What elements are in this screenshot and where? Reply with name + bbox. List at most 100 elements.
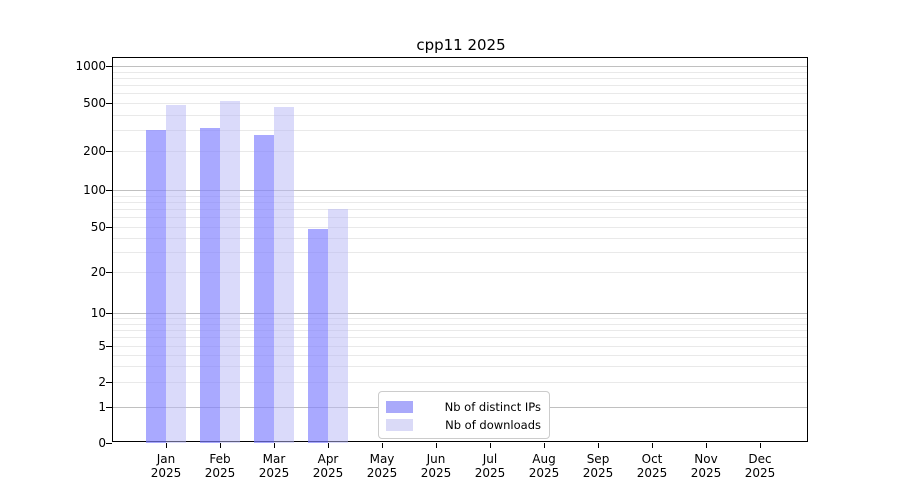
gridline-minor — [113, 272, 807, 273]
y-tick-mark — [106, 190, 112, 191]
x-tick-label-year: 2025 — [744, 466, 776, 480]
x-tick-label-month: Jul — [482, 452, 498, 466]
gridline-minor — [113, 209, 807, 210]
gridline-minor — [113, 202, 807, 203]
y-tick-label: 100 — [83, 183, 106, 197]
x-tick-mark — [166, 443, 167, 448]
gridline-minor — [113, 355, 807, 356]
legend-swatch-downloads — [386, 418, 413, 431]
gridline-minor — [113, 238, 807, 239]
gridline-minor — [113, 337, 807, 338]
gridline-minor — [113, 227, 807, 228]
x-tick-label-month: Nov — [694, 452, 718, 466]
plot-area — [112, 57, 808, 443]
x-tick-label-year: 2025 — [312, 466, 344, 480]
bar-downloads-mar — [274, 107, 294, 443]
y-tick-mark — [106, 407, 112, 408]
x-tick-label-year: 2025 — [420, 466, 452, 480]
x-tick-mark — [382, 443, 383, 448]
y-tick-mark — [106, 382, 112, 383]
legend-item-downloads: Nb of downloads — [386, 416, 541, 433]
bar-downloads-jan — [166, 105, 186, 443]
x-tick-mark — [328, 443, 329, 448]
y-tick-label: 500 — [83, 96, 106, 110]
gridline-minor — [113, 366, 807, 367]
gridline-minor — [113, 346, 807, 347]
x-tick-label-month: Aug — [532, 452, 556, 466]
gridline-minor — [113, 196, 807, 197]
x-tick-label-month: Feb — [209, 452, 231, 466]
gridline-minor — [113, 78, 807, 79]
x-tick-label-year: 2025 — [528, 466, 560, 480]
y-tick-mark — [106, 66, 112, 67]
x-tick-mark — [544, 443, 545, 448]
x-tick-label-month: Jun — [426, 452, 446, 466]
gridline-minor — [113, 103, 807, 104]
x-tick-label-month: Mar — [262, 452, 286, 466]
gridline-minor — [113, 382, 807, 383]
x-tick-mark — [706, 443, 707, 448]
y-tick-label: 50 — [90, 220, 106, 234]
gridline-minor — [113, 252, 807, 253]
legend-label-distinct-ips: Nb of distinct IPs — [444, 399, 541, 414]
x-tick-mark — [652, 443, 653, 448]
gridline-minor — [113, 151, 807, 152]
x-tick-label-year: 2025 — [150, 466, 182, 480]
x-tick-label-month: Apr — [317, 452, 339, 466]
bar-distinct-ips-jan — [146, 130, 166, 443]
y-tick-label: 5 — [98, 339, 106, 353]
gridline-minor — [113, 324, 807, 325]
x-tick-mark — [220, 443, 221, 448]
y-tick-label: 0 — [98, 436, 106, 450]
x-tick-mark — [760, 443, 761, 448]
legend-item-distinct-ips: Nb of distinct IPs — [386, 398, 541, 415]
x-tick-label-year: 2025 — [582, 466, 614, 480]
y-tick-label: 2 — [98, 375, 106, 389]
y-tick-mark — [106, 272, 112, 273]
y-tick-mark — [106, 151, 112, 152]
legend-label-downloads: Nb of downloads — [445, 417, 541, 432]
x-tick-label-month: May — [369, 452, 395, 466]
x-tick-label-month: Sep — [586, 452, 610, 466]
legend-swatch-distinct-ips — [386, 400, 413, 413]
gridline-minor — [113, 115, 807, 116]
chart-title: cpp11 2025 — [416, 36, 506, 54]
gridline-major — [113, 313, 807, 314]
x-tick-mark — [598, 443, 599, 448]
x-tick-mark — [436, 443, 437, 448]
x-tick-label-month: Oct — [641, 452, 663, 466]
bar-distinct-ips-mar — [254, 135, 274, 443]
y-tick-label: 1 — [98, 400, 106, 414]
x-tick-label-year: 2025 — [474, 466, 506, 480]
y-tick-label: 1000 — [75, 59, 106, 73]
gridline-major — [113, 190, 807, 191]
gridline-minor — [113, 318, 807, 319]
gridline-minor — [113, 93, 807, 94]
bar-distinct-ips-feb — [200, 128, 220, 443]
y-tick-mark — [106, 313, 112, 314]
x-tick-label-year: 2025 — [366, 466, 398, 480]
x-tick-label-month: Dec — [748, 452, 772, 466]
y-tick-mark — [106, 443, 112, 444]
x-tick-label-year: 2025 — [690, 466, 722, 480]
gridline-minor — [113, 85, 807, 86]
gridline-minor — [113, 330, 807, 331]
y-tick-mark — [106, 103, 112, 104]
x-tick-label-year: 2025 — [636, 466, 668, 480]
y-tick-mark — [106, 227, 112, 228]
y-tick-label: 200 — [83, 144, 106, 158]
bar-downloads-apr — [328, 209, 348, 443]
x-tick-label-year: 2025 — [258, 466, 290, 480]
x-tick-mark — [274, 443, 275, 448]
x-tick-label-year: 2025 — [204, 466, 236, 480]
x-tick-mark — [490, 443, 491, 448]
gridline-minor — [113, 72, 807, 73]
gridline-minor — [113, 217, 807, 218]
bar-distinct-ips-apr — [308, 229, 328, 443]
y-tick-label: 10 — [90, 306, 106, 320]
bar-downloads-feb — [220, 101, 240, 443]
gridline-major — [113, 66, 807, 67]
gridline-minor — [113, 130, 807, 131]
x-tick-label-month: Jan — [156, 452, 176, 466]
